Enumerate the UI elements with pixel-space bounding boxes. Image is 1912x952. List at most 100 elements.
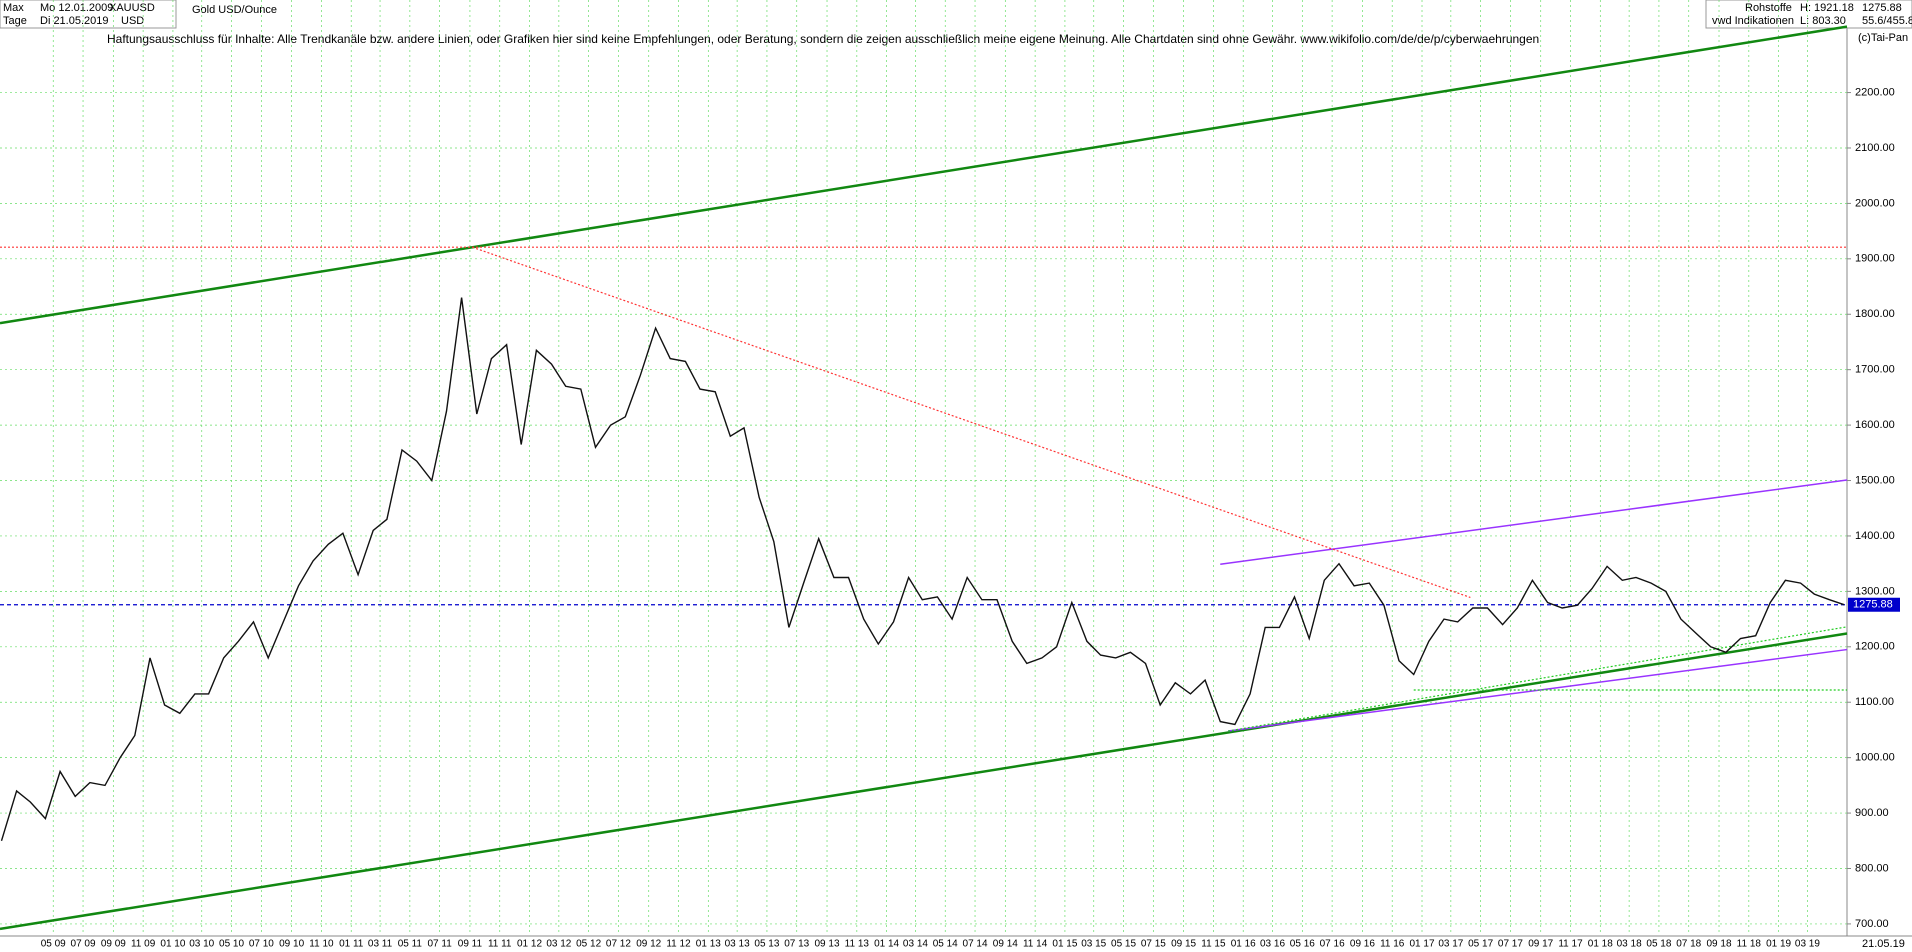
y-tick-label: 900.00 [1855,807,1889,819]
instrument-name: Gold USD/Ounce [192,4,277,16]
x-tick-label: 05 15 [1111,939,1136,950]
x-tick-label: 11 14 [1023,939,1048,950]
x-tick-label: 07 10 [249,939,274,950]
y-tick-label: 1500.00 [1855,474,1895,486]
x-tick-label: 09 12 [636,939,661,950]
x-tick-label: 05 09 [41,939,66,950]
x-tick-label: 11 13 [845,939,870,950]
x-tick-label: 11 16 [1380,939,1405,950]
x-tick-label: 11 10 [309,939,334,950]
symbol: XAUUSD [109,2,155,14]
x-tick-label: 07 13 [784,939,809,950]
disclaimer: Haftungsausschluss für Inhalte: Alle Tre… [107,32,1539,46]
y-tick-label: 1000.00 [1855,752,1895,764]
x-tick-label: 07 16 [1320,939,1345,950]
x-tick-label: 03 18 [1617,939,1642,950]
x-tick-label: 01 14 [874,939,899,950]
y-tick-label: 1800.00 [1855,308,1895,320]
x-tick-label: 03 16 [1260,939,1285,950]
x-tick-label: 03 17 [1438,939,1463,950]
x-tick-label: 01 19 [1766,939,1791,950]
y-tick-label: 700.00 [1855,918,1889,930]
x-tick-label: 03 11 [368,939,393,950]
y-tick-label: 800.00 [1855,862,1889,874]
x-tick-label: 01 16 [1231,939,1256,950]
low: L: 803.30 [1800,15,1846,27]
x-tick-label: 07 09 [71,939,96,950]
y-tick-label: 1400.00 [1855,530,1895,542]
x-tick-label: 05 16 [1290,939,1315,950]
x-tick-label: 03 19 [1795,939,1820,950]
source: vwd Indikationen [1712,15,1794,27]
end-date-short: 21.05.19 [1862,938,1905,950]
grid [0,0,1847,935]
x-tick-label: 03 12 [546,939,571,950]
currency: USD [121,15,144,27]
x-tick-label: 03 10 [189,939,214,950]
x-tick-label: 05 13 [754,939,779,950]
x-tick-label: 07 17 [1498,939,1523,950]
y-tick-label: 1700.00 [1855,364,1895,376]
y-tick-label: 1600.00 [1855,419,1895,431]
trend-line [0,25,1848,325]
x-tick-label: 09 16 [1350,939,1375,950]
trend-line [472,246,1471,599]
last-price-box [1848,597,1900,612]
price-line [0,297,1845,842]
y-tick-label: 1200.00 [1855,641,1895,653]
x-tick-label: 05 17 [1468,939,1493,950]
x-tick-label: 01 10 [160,939,185,950]
y-tick-label: 2100.00 [1855,142,1895,154]
stats-box [1705,0,1912,29]
x-tick-label: 01 13 [696,939,721,950]
end-date: Di 21.05.2019 [40,15,109,27]
x-tick-label: 05 14 [933,939,958,950]
x-tick-label: 09 14 [993,939,1018,950]
x-tick-label: 05 10 [219,939,244,950]
x-tick-label: 07 18 [1676,939,1701,950]
x-tick-label: 09 17 [1528,939,1553,950]
x-tick-label: 03 14 [903,939,928,950]
stats: 55.6/455.8 [1862,15,1912,27]
start-date: Mo 12.01.2009 [40,2,113,14]
x-tick-label: 05 12 [576,939,601,950]
x-tick-label: 01 11 [339,939,364,950]
x-tick-label: 09 09 [101,939,126,950]
x-tick-label: 01 12 [517,939,542,950]
x-tick-label: 05 18 [1646,939,1671,950]
y-tick-label: 2200.00 [1855,86,1895,98]
x-tick-label: 09 15 [1171,939,1196,950]
x-tick-label: 09 13 [815,939,840,950]
last-price-label: 1275.88 [1853,599,1893,611]
y-tick-label: 1100.00 [1855,696,1894,708]
x-tick-label: 11 11 [488,939,512,950]
interval[interactable]: Tage [3,15,27,27]
trend-line [1227,648,1848,732]
x-tick-label: 11 09 [131,939,156,950]
x-tick-label: 11 17 [1558,939,1583,950]
x-tick-label: 11 18 [1737,939,1762,950]
x-tick-label: 07 12 [606,939,631,950]
y-tick-label: 1300.00 [1855,585,1895,597]
x-tick-label: 03 15 [1081,939,1106,950]
group: Rohstoffe [1745,2,1792,14]
high: H: 1921.18 [1800,2,1854,14]
copyright: (c)Tai-Pan [1858,32,1908,44]
y-tick-label: 1900.00 [1855,253,1895,265]
period[interactable]: Max [3,2,24,14]
x-tick-label: 11 15 [1201,939,1226,950]
trend-line [1227,626,1848,732]
x-tick-label: 07 14 [963,939,988,950]
x-tick-label: 05 11 [398,939,423,950]
x-tick-label: 03 13 [725,939,750,950]
y-tick-label: 2000.00 [1855,197,1895,209]
x-tick-label: 11 12 [666,939,691,950]
last-price: 1275.88 [1862,2,1902,14]
x-tick-label: 09 18 [1706,939,1731,950]
trend-line [1220,479,1848,565]
info-box [0,0,177,29]
x-tick-label: 07 15 [1141,939,1166,950]
